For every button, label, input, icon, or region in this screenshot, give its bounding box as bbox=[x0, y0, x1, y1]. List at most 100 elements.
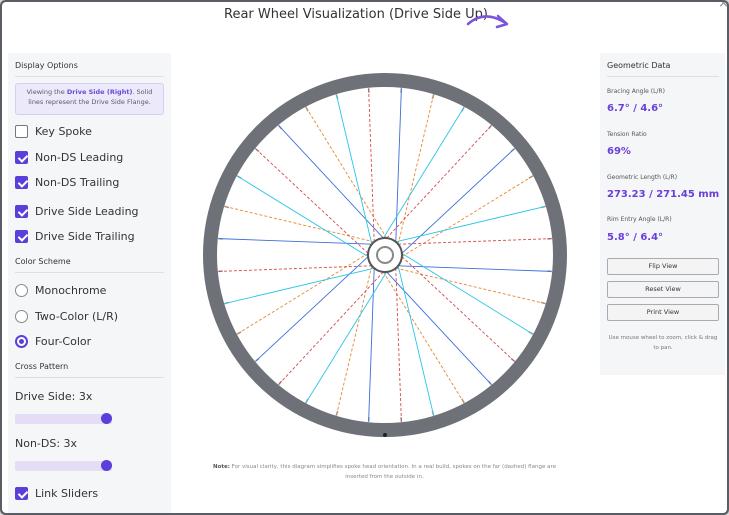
hub-flange bbox=[367, 237, 403, 273]
geometric-data-panel: Geometric Data Bracing Angle (L/R) 6.7° … bbox=[600, 53, 725, 375]
drive-side-leading-spoke bbox=[401, 148, 515, 254]
zoom-pan-hint: Use mouse wheel to zoom, click & drag to… bbox=[608, 335, 718, 351]
bracing-angle-value: 6.7° / 4.6° bbox=[607, 103, 664, 114]
non-ds-leading-spoke bbox=[401, 175, 533, 258]
non-ds-trailing-checkbox[interactable]: Non-DS Trailing bbox=[15, 176, 119, 189]
drive-side-trailing-spoke bbox=[305, 271, 388, 403]
note-label: Note: bbox=[212, 464, 230, 470]
info-suffix: . Solid lines represent the Drive Side F… bbox=[28, 88, 153, 106]
divider bbox=[15, 377, 164, 378]
checkbox-checked-icon[interactable] bbox=[15, 487, 28, 500]
non-ds-leading-checkbox[interactable]: Non-DS Leading bbox=[15, 151, 123, 164]
checkbox-label: Drive Side Leading bbox=[35, 205, 139, 218]
radio-icon[interactable] bbox=[15, 284, 28, 297]
title-bar: Rear Wheel Visualization (Drive Side Up)… bbox=[2, 0, 729, 50]
wheel-canvas[interactable] bbox=[192, 57, 582, 457]
drive-side-leading-spoke bbox=[255, 256, 369, 362]
info-prefix: Viewing the bbox=[26, 88, 67, 96]
non-ds-leading-spoke bbox=[225, 206, 375, 243]
non-ds-trailing-spoke bbox=[386, 125, 492, 239]
drive-side-trailing-spoke bbox=[395, 206, 545, 243]
tension-ratio-label: Tension Ratio bbox=[607, 131, 647, 138]
drive-side-slider-label: Drive Side: 3x bbox=[15, 390, 93, 403]
checkbox-label: Key Spoke bbox=[35, 125, 92, 138]
drive-side-leading-spoke bbox=[395, 88, 402, 242]
non-ds-leading-spoke bbox=[395, 267, 545, 304]
two-color-radio[interactable]: Two-Color (L/R) bbox=[15, 310, 118, 323]
non-ds-trailing-spoke bbox=[401, 256, 515, 362]
monochrome-radio[interactable]: Monochrome bbox=[15, 284, 106, 297]
non-ds-slider-label: Non-DS: 3x bbox=[15, 437, 78, 450]
non-ds-leading-spoke bbox=[237, 252, 369, 335]
rim bbox=[203, 73, 567, 437]
divider bbox=[607, 76, 719, 77]
drive-side-trailing-spoke bbox=[382, 107, 465, 239]
drive-side-trailing-spoke bbox=[401, 252, 533, 335]
non-ds-leading-spoke bbox=[305, 107, 388, 239]
geometric-data-heading: Geometric Data bbox=[607, 61, 671, 70]
flip-view-button[interactable]: Flip View bbox=[607, 258, 719, 275]
info-box: Viewing the Drive Side (Right). Solid li… bbox=[15, 83, 164, 115]
drive-side-trailing-spoke bbox=[397, 265, 434, 415]
tension-ratio-value: 69% bbox=[607, 146, 631, 157]
valve-hole bbox=[383, 433, 387, 437]
display-options-heading: Display Options bbox=[15, 61, 78, 70]
checkbox-checked-icon[interactable] bbox=[15, 151, 28, 164]
radio-label: Two-Color (L/R) bbox=[35, 310, 119, 323]
divider bbox=[15, 76, 164, 77]
non-ds-trailing-spoke bbox=[368, 88, 375, 242]
drive-side-leading-spoke bbox=[368, 268, 375, 422]
bracing-angle-label: Bracing Angle (L/R) bbox=[607, 88, 665, 95]
color-scheme-heading: Color Scheme bbox=[15, 257, 71, 266]
info-highlight: Drive Side (Right) bbox=[66, 88, 133, 96]
drive-side-leading-spoke bbox=[218, 238, 372, 245]
divider bbox=[15, 272, 164, 273]
non-ds-leading-spoke bbox=[382, 271, 465, 403]
note-text: For visual clarity, this diagram simplif… bbox=[229, 464, 557, 480]
window-title: Rear Wheel Visualization (Drive Side Up) bbox=[224, 7, 488, 22]
geometric-length-label: Geometric Length (L/R) bbox=[607, 174, 678, 181]
radio-selected-icon[interactable] bbox=[15, 335, 28, 348]
geometric-length-value: 273.23 / 271.45 mm bbox=[607, 189, 720, 200]
link-sliders-checkbox[interactable]: Link Sliders bbox=[15, 487, 98, 500]
display-options-panel: Display Options Viewing the Drive Side (… bbox=[8, 53, 171, 513]
checkbox-icon[interactable] bbox=[15, 125, 28, 138]
drive-side-leading-spoke bbox=[278, 125, 384, 239]
non-ds-leading-spoke bbox=[397, 95, 434, 245]
print-view-button[interactable]: Print View bbox=[607, 304, 719, 321]
checkbox-checked-icon[interactable] bbox=[15, 176, 28, 189]
key-spoke-checkbox[interactable]: Key Spoke bbox=[15, 125, 92, 138]
radio-icon[interactable] bbox=[15, 310, 28, 323]
checkbox-label: Non-DS Leading bbox=[35, 151, 124, 164]
checkbox-label: Drive Side Trailing bbox=[35, 230, 135, 243]
non-ds-trailing-spoke bbox=[395, 268, 402, 422]
non-ds-trailing-spoke bbox=[255, 148, 369, 254]
non-ds-slider[interactable] bbox=[15, 460, 112, 471]
radio-label: Four-Color bbox=[35, 335, 92, 348]
cross-pattern-heading: Cross Pattern bbox=[15, 362, 69, 371]
rim-entry-angle-label: Rim Entry Angle (L/R) bbox=[607, 216, 672, 223]
slider-thumb[interactable] bbox=[101, 413, 112, 424]
checkbox-label: Link Sliders bbox=[35, 487, 99, 500]
drive-side-trailing-spoke bbox=[225, 267, 375, 304]
non-ds-trailing-spoke bbox=[278, 271, 384, 385]
hub-axle bbox=[376, 246, 394, 264]
slider-thumb[interactable] bbox=[101, 460, 112, 471]
wheel-diagram[interactable] bbox=[192, 57, 582, 457]
drive-side-leading-spoke bbox=[398, 265, 552, 272]
radio-label: Monochrome bbox=[35, 284, 107, 297]
drive-side-slider[interactable] bbox=[15, 413, 112, 424]
drive-side-leading-checkbox[interactable]: Drive Side Leading bbox=[15, 205, 139, 218]
non-ds-leading-spoke bbox=[336, 265, 373, 415]
non-ds-trailing-spoke bbox=[398, 238, 552, 245]
checkbox-checked-icon[interactable] bbox=[15, 205, 28, 218]
non-ds-trailing-spoke bbox=[218, 265, 372, 272]
drive-side-trailing-spoke bbox=[237, 175, 369, 258]
drive-side-trailing-checkbox[interactable]: Drive Side Trailing bbox=[15, 230, 135, 243]
reset-view-button[interactable]: Reset View bbox=[607, 281, 719, 298]
close-button[interactable]: × bbox=[718, 0, 729, 11]
curved-arrow-icon bbox=[466, 14, 509, 29]
checkbox-checked-icon[interactable] bbox=[15, 230, 28, 243]
four-color-radio[interactable]: Four-Color bbox=[15, 335, 91, 348]
